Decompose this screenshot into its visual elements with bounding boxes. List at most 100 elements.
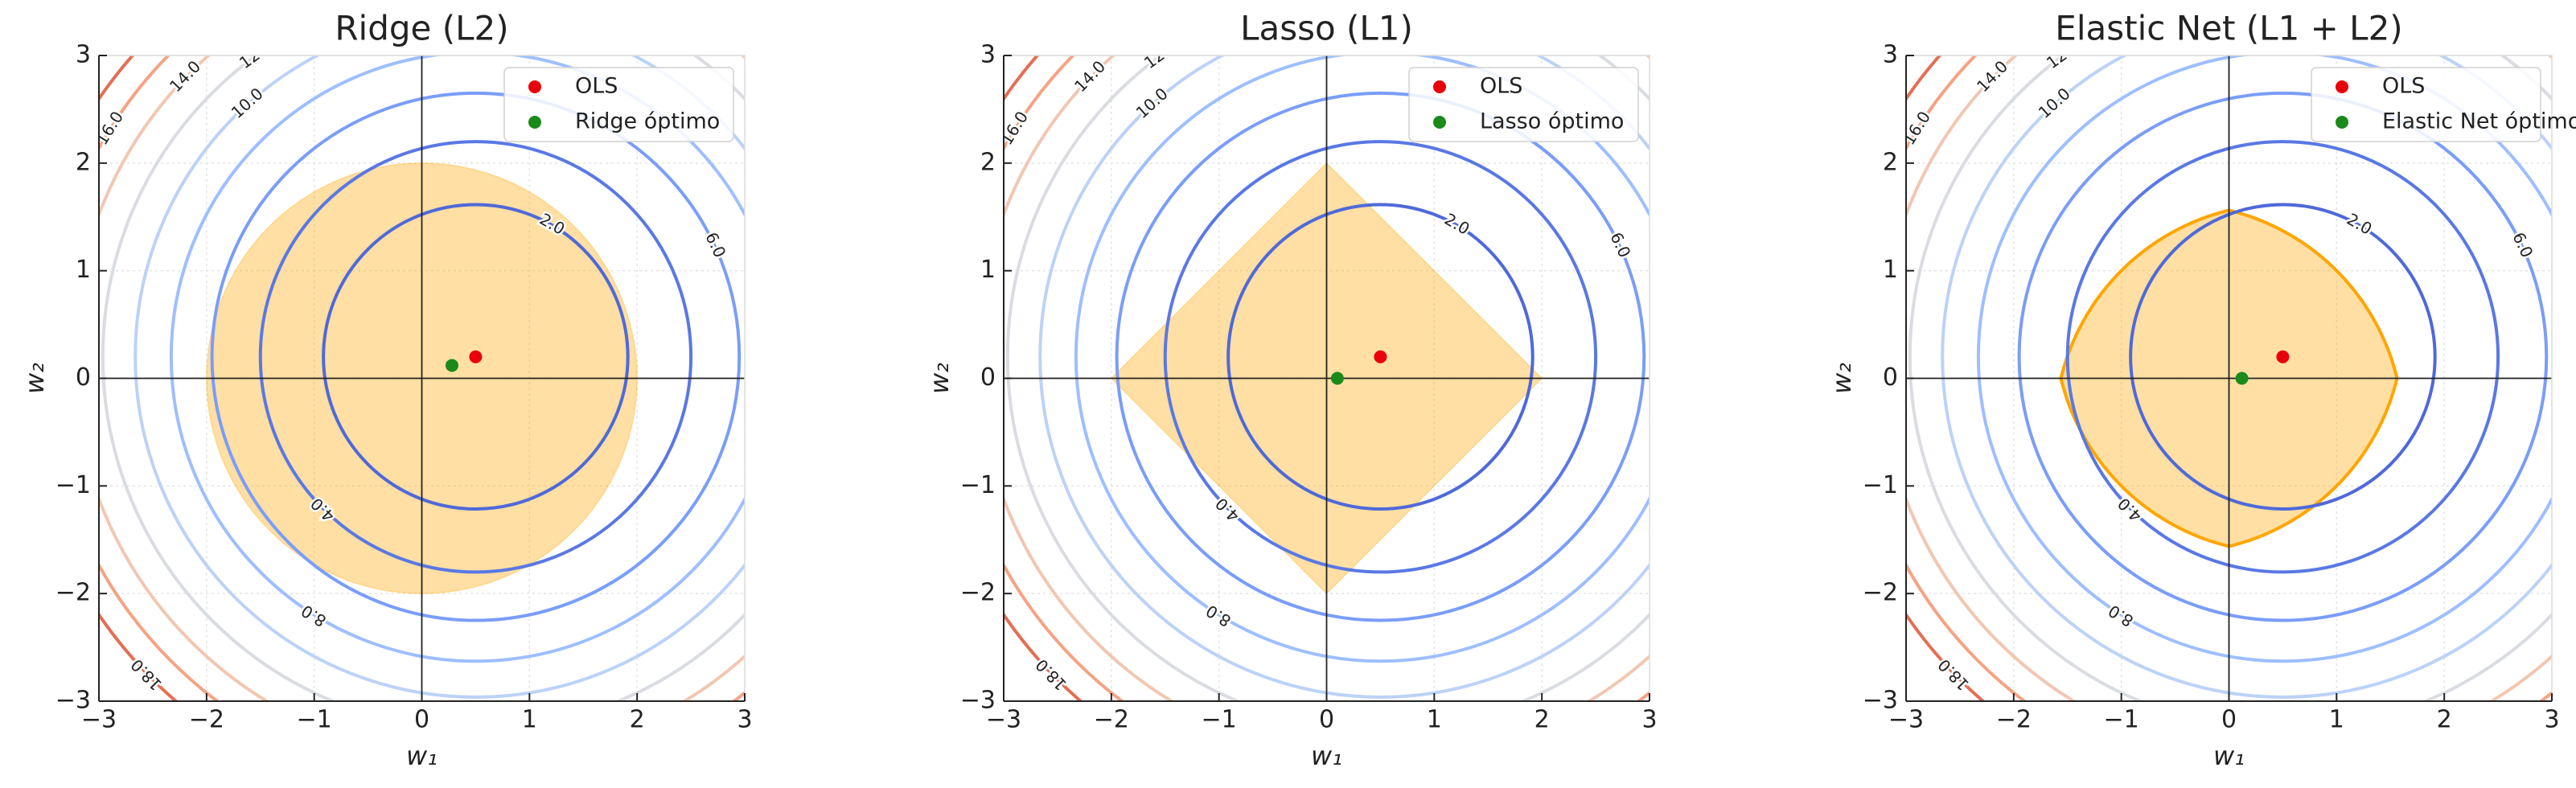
legend-label: OLS — [575, 74, 618, 99]
contour-line — [2129, 203, 2437, 511]
x-tick-label: 2 — [1535, 706, 1550, 734]
contour-line — [101, 55, 745, 701]
y-tick-label: 0 — [980, 363, 996, 392]
legend-marker — [1433, 116, 1446, 129]
x-tick-label: −3 — [1888, 706, 1924, 734]
point — [1330, 371, 1344, 385]
x-tick-label: −1 — [297, 706, 332, 734]
contour-label: 6.0 — [2508, 229, 2537, 261]
y-tick-label: −3 — [1863, 687, 1898, 715]
x-tick-label: 3 — [2544, 706, 2559, 734]
x-tick-label: −1 — [2104, 706, 2139, 734]
y-tick-label: 2 — [1883, 148, 1898, 176]
legend: OLS Elastic Net óptimo — [2311, 67, 2576, 142]
x-tick-label: 1 — [1427, 706, 1442, 734]
contour-line — [1976, 55, 2552, 663]
contour-line — [1038, 55, 1650, 699]
legend-marker — [1433, 80, 1446, 93]
contour-line — [1908, 55, 2552, 701]
contour-line — [1115, 91, 1646, 622]
contour-line — [134, 55, 745, 699]
contour-line — [1005, 55, 1650, 701]
plot-area: 2.04.06.08.010.012.014.016.018.0 — [99, 55, 745, 701]
y-tick-label: −1 — [1863, 471, 1898, 499]
chart-title: Elastic Net (L1 + L2) — [2055, 9, 2402, 48]
legend-box — [2311, 67, 2541, 142]
x-tick-label: 3 — [737, 706, 752, 734]
y-tick-label: 2 — [76, 148, 91, 176]
y-tick-label: 0 — [76, 363, 91, 392]
y-tick-label: 1 — [1883, 256, 1898, 284]
y-tick-label: 1 — [980, 256, 996, 284]
x-tick-label: 3 — [1641, 706, 1657, 734]
y-tick-label: −2 — [960, 579, 996, 607]
y-tick-label: 3 — [76, 41, 91, 69]
contour-line — [1074, 55, 1650, 663]
x-axis-label: w₁ — [406, 741, 438, 771]
contour-label: 6.0 — [1606, 229, 1634, 261]
legend-label: OLS — [2382, 74, 2425, 99]
x-tick-label: 1 — [522, 706, 537, 734]
y-tick-label: −1 — [960, 471, 996, 499]
x-tick-label: 2 — [630, 706, 645, 734]
y-axis-label: w₂ — [924, 363, 955, 394]
x-tick-label: 2 — [2437, 706, 2452, 734]
legend-marker — [528, 116, 541, 129]
contour-line — [1226, 203, 1535, 511]
chart-title: Lasso (L1) — [1240, 9, 1413, 48]
x-axis-label: w₁ — [2213, 741, 2245, 771]
x-tick-label: −2 — [1996, 706, 2032, 734]
contour-line — [169, 55, 745, 663]
contour-line — [1163, 140, 1598, 574]
legend-box — [503, 67, 734, 142]
legend-box — [1408, 67, 1639, 142]
point — [2276, 350, 2290, 363]
x-tick-label: 1 — [2329, 706, 2344, 734]
contour-label: 6.0 — [701, 229, 729, 261]
y-tick-label: −3 — [55, 687, 91, 715]
legend-label: Lasso óptimo — [1480, 109, 1624, 134]
contour-line — [2017, 91, 2549, 622]
contour-line — [322, 203, 630, 511]
x-tick-label: −2 — [189, 706, 224, 734]
subplot: 2.04.06.08.010.012.014.016.018.0 −3 −2 −1 0 1… — [1826, 9, 2576, 772]
y-tick-label: −2 — [1863, 579, 1898, 607]
plot-area: 2.04.06.08.010.012.014.016.018.0 — [1004, 55, 1650, 701]
y-tick-label: 3 — [1883, 41, 1898, 69]
subplot: 2.04.06.08.010.012.014.016.018.0 −3 −2 −1 0 1… — [19, 9, 753, 772]
x-tick-label: 0 — [2221, 706, 2237, 734]
legend-marker — [528, 80, 541, 93]
legend-marker — [2336, 80, 2348, 93]
point — [2235, 371, 2249, 385]
y-axis-label: w₂ — [1826, 363, 1857, 394]
y-tick-label: −3 — [960, 687, 996, 715]
legend: OLS Ridge óptimo — [503, 67, 734, 142]
point — [445, 359, 458, 372]
contour-line — [2065, 140, 2500, 574]
y-tick-label: 3 — [980, 41, 996, 69]
x-tick-label: 0 — [1319, 706, 1334, 734]
y-tick-label: −2 — [55, 579, 91, 607]
y-tick-label: 0 — [1883, 363, 1898, 392]
point — [469, 350, 483, 363]
plot-area: 2.04.06.08.010.012.014.016.018.0 — [1906, 55, 2552, 701]
legend-marker — [2336, 116, 2348, 129]
legend: OLS Lasso óptimo — [1408, 67, 1639, 142]
y-axis-label: w₂ — [19, 363, 50, 394]
chart-title: Ridge (L2) — [335, 9, 508, 48]
x-tick-label: 0 — [414, 706, 429, 734]
legend-label: Ridge óptimo — [575, 109, 720, 134]
y-tick-label: 2 — [980, 148, 996, 176]
x-tick-label: −2 — [1094, 706, 1129, 734]
y-tick-label: 1 — [76, 256, 91, 284]
y-tick-label: −1 — [55, 471, 91, 499]
subplot: 2.04.06.08.010.012.014.016.018.0 −3 −2 −1 0 1… — [924, 9, 1658, 772]
contour-line — [258, 140, 693, 574]
x-tick-label: −3 — [81, 706, 117, 734]
point — [1374, 350, 1387, 363]
x-tick-label: −1 — [1202, 706, 1237, 734]
contour-line — [210, 91, 742, 622]
x-axis-label: w₁ — [1311, 741, 1342, 771]
legend-label: Elastic Net óptimo — [2382, 109, 2576, 134]
